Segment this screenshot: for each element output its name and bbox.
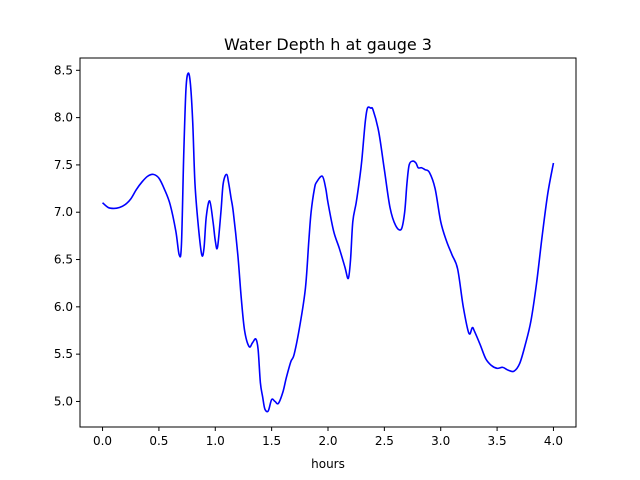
y-tick-label: 6.0 bbox=[54, 300, 73, 314]
series-layer bbox=[102, 72, 555, 413]
plot-area bbox=[79, 57, 577, 428]
x-tick-label: 3.5 bbox=[488, 434, 507, 448]
chart-title: Water Depth h at gauge 3 bbox=[224, 35, 432, 54]
series-line bbox=[102, 72, 555, 413]
plot-frame bbox=[79, 57, 577, 428]
x-tick-label: 4.0 bbox=[544, 434, 563, 448]
y-tick-label: 6.5 bbox=[54, 253, 73, 267]
x-tick-label: 1.5 bbox=[262, 434, 281, 448]
y-tick-label: 8.0 bbox=[54, 111, 73, 125]
x-tick-label: 1.0 bbox=[206, 434, 225, 448]
x-tick-label: 0.0 bbox=[93, 434, 112, 448]
x-tick-label: 2.0 bbox=[318, 434, 337, 448]
y-tick-label: 5.0 bbox=[54, 394, 73, 408]
x-tick-label: 2.5 bbox=[375, 434, 394, 448]
x-axis-label: hours bbox=[311, 457, 345, 471]
x-tick-label: 0.5 bbox=[149, 434, 168, 448]
x-tick-label: 3.0 bbox=[431, 434, 450, 448]
y-tick-label: 5.5 bbox=[54, 347, 73, 361]
x-axis: 0.0 0.5 1.0 1.5 2.0 2.5 3.0 3.5 4.0 bbox=[93, 427, 563, 448]
y-tick-label: 7.5 bbox=[54, 158, 73, 172]
y-tick-label: 7.0 bbox=[54, 205, 73, 219]
y-tick-label: 8.5 bbox=[54, 63, 73, 77]
y-axis: 5.0 5.5 6.0 6.5 7.0 7.5 8.0 8.5 bbox=[54, 63, 80, 408]
